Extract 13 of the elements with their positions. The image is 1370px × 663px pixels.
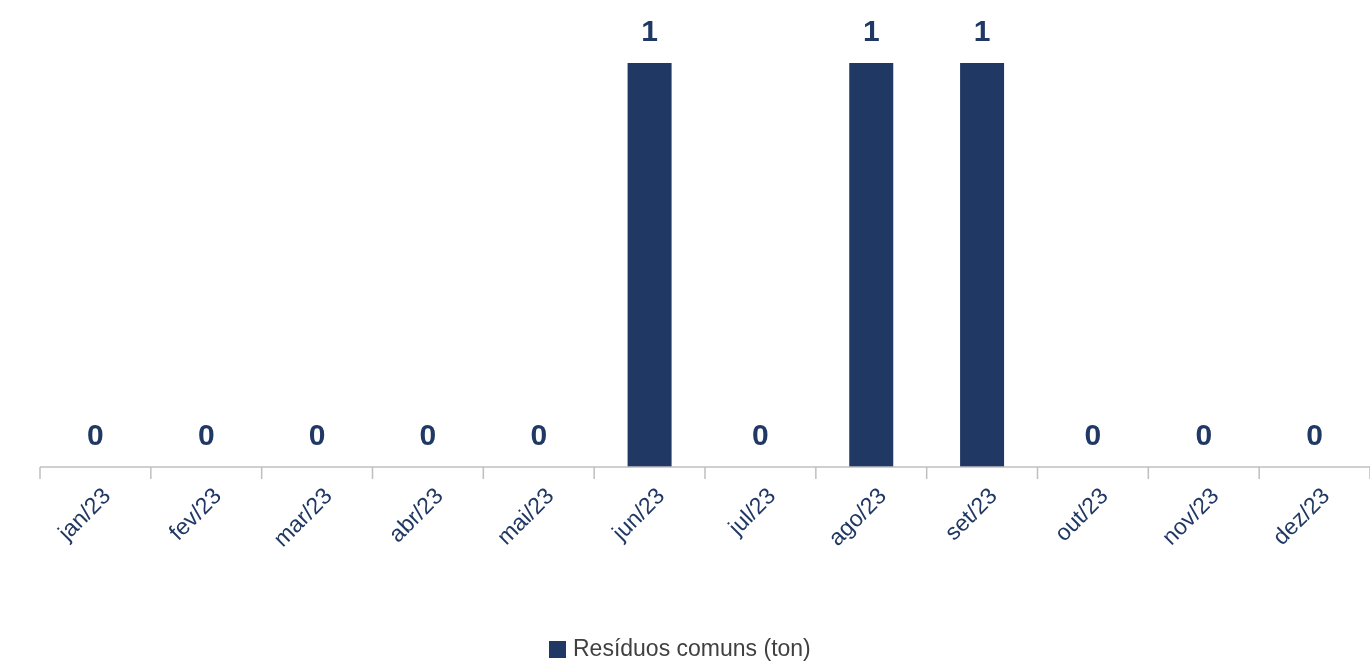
- data-label: 0: [197, 418, 215, 451]
- data-label: 0: [752, 418, 769, 451]
- data-label: 1: [641, 14, 658, 47]
- data-label: 1: [973, 14, 991, 47]
- data-label: 0: [308, 418, 326, 451]
- legend-label: Resíduos comuns (ton): [573, 635, 811, 662]
- data-label: 1: [862, 14, 880, 47]
- data-label: 0: [1306, 418, 1323, 451]
- data-label: 0: [1084, 418, 1102, 451]
- data-label: 0: [1195, 418, 1213, 451]
- data-label: 0: [87, 418, 104, 451]
- data-label: 0: [419, 418, 437, 451]
- data-label: 0: [530, 418, 548, 451]
